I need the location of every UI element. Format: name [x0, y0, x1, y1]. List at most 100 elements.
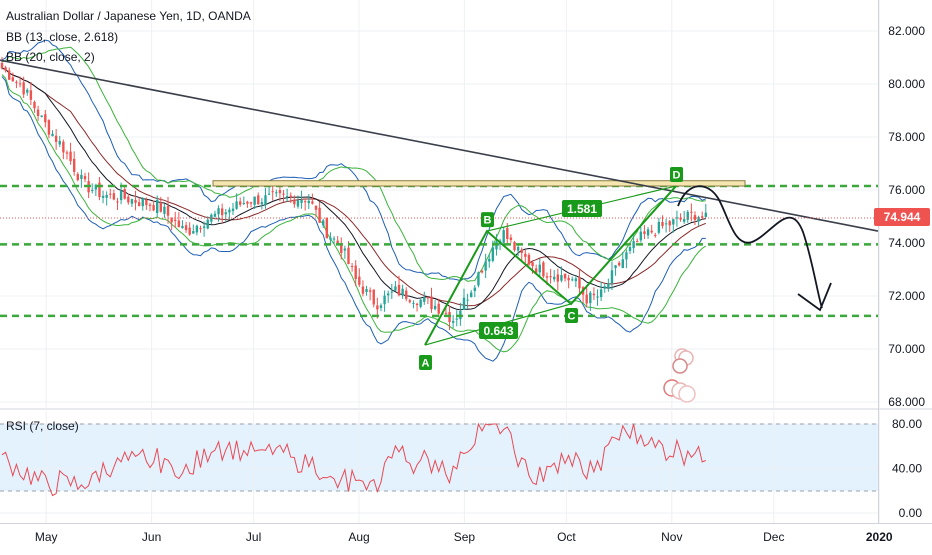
bb2-legend[interactable]: BB (20, close, 2)	[6, 50, 95, 64]
ratio-label: 1.581	[567, 202, 597, 216]
candle-body	[661, 222, 664, 227]
candle-body	[336, 240, 339, 245]
bb2-lower-band	[1, 74, 707, 353]
ratio-badge-bcd	[562, 200, 602, 217]
candle-body	[636, 241, 639, 243]
candle-body	[18, 83, 22, 85]
candle-body	[80, 174, 83, 179]
candle-body	[563, 273, 567, 279]
candle-body	[466, 299, 469, 301]
rsi-tick-label: 40.00	[892, 462, 922, 476]
drawings[interactable]	[0, 59, 879, 318]
candle-body	[220, 208, 224, 216]
candle-body	[130, 199, 134, 204]
candle-body	[188, 227, 191, 235]
candle-body	[444, 312, 448, 314]
candle-body	[206, 219, 209, 229]
candle-body	[202, 226, 206, 228]
candle-body	[704, 212, 707, 217]
candle-body	[589, 292, 592, 304]
candle-body	[643, 231, 646, 235]
candle-body	[11, 77, 15, 82]
candle-body	[119, 191, 123, 201]
rsi-axis[interactable]: 80.00 40.00 0.00	[892, 417, 922, 520]
trendline	[0, 59, 879, 232]
candle-body	[610, 270, 614, 284]
rsi-legend[interactable]: RSI (7, close)	[6, 419, 79, 433]
candle-body	[621, 259, 624, 268]
price-tick-label: 70.000	[888, 342, 925, 356]
time-tick-label: Jun	[142, 530, 161, 544]
candle-body	[451, 320, 455, 323]
candles	[0, 56, 707, 331]
candle-body	[8, 70, 11, 80]
candle-body	[534, 268, 538, 273]
candle-body	[271, 191, 274, 193]
candle-body	[397, 284, 401, 296]
time-axis[interactable]: May Jun Jul Aug Sep Oct Nov Dec 2020	[35, 530, 893, 544]
news-icons[interactable]	[663, 348, 696, 403]
candle-body	[686, 211, 689, 220]
time-tick-label: Oct	[557, 530, 576, 544]
candle-body	[628, 246, 632, 251]
time-tick-label: 2020	[866, 530, 893, 544]
candle-body	[625, 252, 628, 260]
ratio-label: 0.643	[483, 324, 513, 338]
candle-body	[329, 237, 332, 240]
candle-body	[368, 290, 372, 292]
candle-body	[141, 198, 144, 207]
chart-title[interactable]: Australian Dollar / Japanese Yen, 1D, OA…	[6, 9, 251, 23]
news-icon-group-upper[interactable]	[672, 348, 694, 374]
candle-body	[199, 228, 202, 230]
candle-body	[94, 185, 98, 190]
candle-body	[423, 297, 426, 302]
candle-body	[0, 62, 4, 69]
time-tick-label: Nov	[661, 530, 682, 544]
rsi-tick-label: 80.00	[892, 417, 922, 431]
candle-body	[571, 279, 574, 281]
candle-body	[567, 277, 570, 281]
candle-body	[347, 247, 350, 265]
candle-body	[235, 201, 238, 209]
candle-body	[228, 209, 231, 213]
candle-body	[174, 219, 177, 221]
news-icon-group-lower[interactable]	[663, 379, 696, 403]
projected-path	[677, 185, 823, 309]
candle-body	[437, 303, 440, 314]
price-tick-label: 74.000	[888, 236, 925, 250]
candle-body	[527, 254, 531, 265]
candle-body	[231, 208, 235, 212]
candle-body	[116, 201, 119, 203]
candle-body	[516, 246, 520, 251]
bb1-legend[interactable]: BB (13, close, 2.618)	[6, 30, 119, 44]
candle-body	[33, 101, 36, 109]
candle-body	[54, 135, 58, 142]
candle-body	[98, 182, 101, 198]
candle-body	[40, 115, 43, 117]
candle-body	[51, 133, 54, 137]
candle-body	[646, 229, 650, 236]
candle-body	[293, 199, 296, 205]
candle-body	[690, 211, 693, 213]
time-tick-label: Jul	[246, 530, 261, 544]
candle-body	[491, 247, 495, 261]
candle-body	[502, 230, 505, 243]
price-axis[interactable]: 82.000 80.000 78.000 76.000 74.000 72.000 70.0…	[888, 24, 925, 409]
candle-body	[488, 258, 491, 262]
candle-body	[239, 201, 242, 205]
candle-body	[462, 297, 466, 310]
candle-body	[549, 276, 552, 278]
candle-body	[22, 82, 25, 95]
candle-body	[217, 208, 220, 215]
candle-body	[700, 216, 704, 218]
candle-body	[484, 261, 487, 271]
candle-body	[350, 266, 354, 268]
candle-body	[62, 141, 65, 153]
candle-body	[134, 199, 137, 203]
candle-body	[264, 195, 267, 205]
candle-body	[509, 237, 513, 240]
harmonic-pattern[interactable]: A B C D 0.643 1.581	[419, 167, 683, 371]
candle-body	[607, 283, 610, 289]
